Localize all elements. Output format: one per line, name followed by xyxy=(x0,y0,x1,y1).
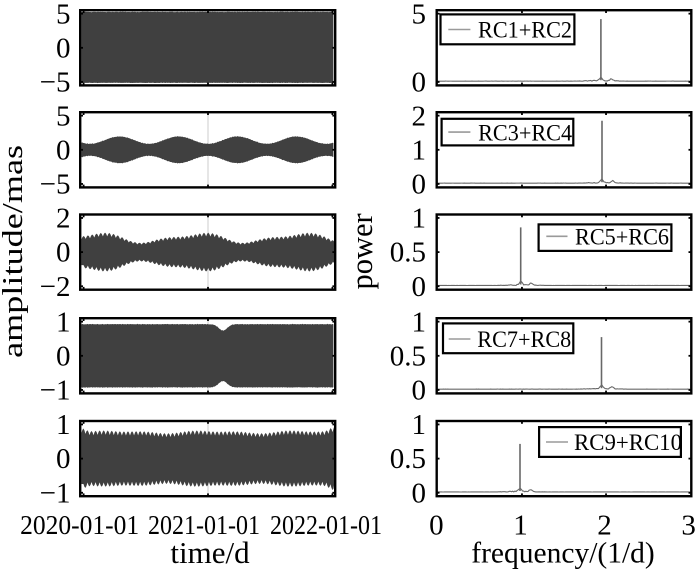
svg-text:RC3+RC4: RC3+RC4 xyxy=(478,120,572,145)
svg-text:power: power xyxy=(345,213,379,289)
svg-text:2: 2 xyxy=(56,203,71,235)
svg-text:2: 2 xyxy=(412,100,427,132)
svg-text:1: 1 xyxy=(56,409,71,441)
svg-text:1: 1 xyxy=(513,509,528,541)
svg-text:−1: −1 xyxy=(40,375,71,407)
svg-text:1: 1 xyxy=(412,306,427,338)
svg-text:0: 0 xyxy=(412,477,427,509)
svg-text:0: 0 xyxy=(412,169,427,201)
svg-text:RC7+RC8: RC7+RC8 xyxy=(477,327,571,352)
svg-text:2022-01-01: 2022-01-01 xyxy=(270,509,382,540)
svg-text:RC9+RC10: RC9+RC10 xyxy=(574,430,682,455)
svg-text:0: 0 xyxy=(412,67,427,99)
svg-text:0.5: 0.5 xyxy=(390,237,426,269)
svg-text:0: 0 xyxy=(56,134,71,166)
svg-text:5: 5 xyxy=(56,100,71,132)
svg-text:−5: −5 xyxy=(40,67,71,99)
svg-text:1: 1 xyxy=(56,306,71,338)
svg-text:0: 0 xyxy=(412,375,427,407)
svg-text:2020-01-01: 2020-01-01 xyxy=(20,509,139,540)
svg-text:RC5+RC6: RC5+RC6 xyxy=(575,225,669,250)
svg-text:0: 0 xyxy=(56,340,71,372)
svg-text:−5: −5 xyxy=(40,169,71,201)
svg-text:1: 1 xyxy=(412,203,427,235)
svg-text:1: 1 xyxy=(412,409,427,441)
svg-text:0: 0 xyxy=(56,237,71,269)
svg-text:0.5: 0.5 xyxy=(390,340,426,372)
svg-text:0.5: 0.5 xyxy=(390,443,426,475)
svg-text:0: 0 xyxy=(412,271,427,303)
svg-text:0: 0 xyxy=(429,509,444,541)
svg-text:−2: −2 xyxy=(40,271,71,303)
svg-text:amplitude/mas: amplitude/mas xyxy=(0,145,29,358)
svg-text:0: 0 xyxy=(56,443,71,475)
svg-text:frequency/(1/d): frequency/(1/d) xyxy=(471,538,654,570)
svg-text:5: 5 xyxy=(56,0,71,30)
svg-text:2021-01-01: 2021-01-01 xyxy=(148,509,260,540)
svg-text:5: 5 xyxy=(412,0,427,30)
svg-text:0: 0 xyxy=(56,32,71,64)
svg-text:2: 2 xyxy=(597,509,612,541)
svg-text:1: 1 xyxy=(412,134,427,166)
svg-text:−1: −1 xyxy=(40,477,71,509)
svg-text:3: 3 xyxy=(681,509,696,541)
svg-text:time/d: time/d xyxy=(170,535,250,570)
svg-text:RC1+RC2: RC1+RC2 xyxy=(478,18,572,43)
